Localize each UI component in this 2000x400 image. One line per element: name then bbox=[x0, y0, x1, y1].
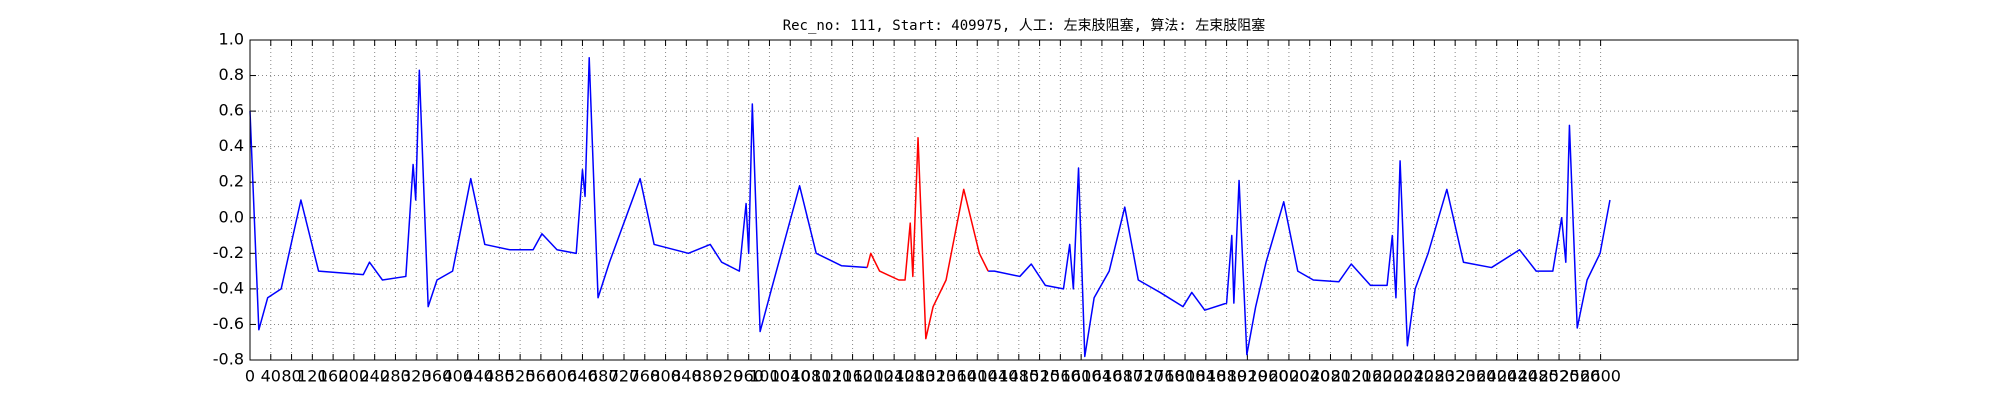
x-tick-label: 200 bbox=[339, 367, 370, 386]
x-tick-label: 2400 bbox=[1476, 367, 1517, 386]
x-tick-label: 160 bbox=[318, 367, 349, 386]
y-tick-label: -0.6 bbox=[213, 314, 244, 333]
x-tick-label: 1240 bbox=[874, 367, 915, 386]
x-tick-label: 840 bbox=[671, 367, 702, 386]
x-tick-label: 880 bbox=[692, 367, 723, 386]
x-tick-label: 1880 bbox=[1206, 367, 1247, 386]
x-tick-label: 2080 bbox=[1310, 367, 1351, 386]
x-tick-label: 2360 bbox=[1456, 367, 1497, 386]
y-tick-label: 0.8 bbox=[219, 65, 244, 84]
x-tick-label: 1680 bbox=[1102, 367, 1143, 386]
x-tick-label: 560 bbox=[526, 367, 557, 386]
x-tick-label: 2200 bbox=[1372, 367, 1413, 386]
x-tick-label: 1800 bbox=[1165, 367, 1206, 386]
x-tick-label: 720 bbox=[609, 367, 640, 386]
x-tick-label: 1280 bbox=[895, 367, 936, 386]
chart-title: Rec_no: 111, Start: 409975, 人工: 左束肢阻塞, 算… bbox=[783, 17, 1266, 34]
x-tick-label: 440 bbox=[463, 367, 494, 386]
x-tick-label: 2600 bbox=[1580, 367, 1621, 386]
x-tick-label: 1600 bbox=[1061, 367, 1102, 386]
x-tick-label: 1400 bbox=[957, 367, 998, 386]
y-tick-label: -0.2 bbox=[213, 243, 244, 262]
x-tick-label: 2520 bbox=[1539, 367, 1580, 386]
x-tick-label: 2160 bbox=[1352, 367, 1393, 386]
x-tick-label: 2320 bbox=[1435, 367, 1476, 386]
x-tick-label: 1480 bbox=[998, 367, 1039, 386]
x-tick-label: 2120 bbox=[1331, 367, 1372, 386]
x-tick-label: 280 bbox=[380, 367, 411, 386]
x-tick-label: 1320 bbox=[915, 367, 956, 386]
x-tick-label: 1160 bbox=[832, 367, 873, 386]
x-tick-label: 1760 bbox=[1144, 367, 1185, 386]
x-tick-label: 1000 bbox=[749, 367, 790, 386]
x-tick-label: 1520 bbox=[1019, 367, 1060, 386]
x-tick-label: 1080 bbox=[791, 367, 832, 386]
y-tick-label: -0.4 bbox=[213, 278, 244, 297]
x-tick-label: 1040 bbox=[770, 367, 811, 386]
x-tick-label: 1440 bbox=[978, 367, 1019, 386]
x-tick-label: 2040 bbox=[1289, 367, 1330, 386]
x-tick-label: 1720 bbox=[1123, 367, 1164, 386]
x-tick-label: 1120 bbox=[811, 367, 852, 386]
x-tick-label: 2280 bbox=[1414, 367, 1455, 386]
x-tick-label: 320 bbox=[401, 367, 432, 386]
x-tick-label: 120 bbox=[297, 367, 328, 386]
x-tick-label: 1560 bbox=[1040, 367, 1081, 386]
x-tick-label: 2560 bbox=[1559, 367, 1600, 386]
x-tick-label: 2000 bbox=[1269, 367, 1310, 386]
x-tick-label: 480 bbox=[484, 367, 515, 386]
series-line bbox=[866, 137, 989, 340]
x-tick-label: 1840 bbox=[1185, 367, 1226, 386]
x-tick-label: 2240 bbox=[1393, 367, 1434, 386]
x-tick-label: 680 bbox=[588, 367, 619, 386]
x-tick-label: 800 bbox=[650, 367, 681, 386]
x-tick-label: 1640 bbox=[1082, 367, 1123, 386]
x-tick-label: 360 bbox=[422, 367, 453, 386]
x-tick-label: 1920 bbox=[1227, 367, 1268, 386]
series-line bbox=[249, 57, 1611, 358]
x-tick-label: 1360 bbox=[936, 367, 977, 386]
y-tick-label: 0.0 bbox=[219, 207, 244, 226]
x-tick-label: 0 bbox=[245, 367, 255, 386]
x-tick-label: 2440 bbox=[1497, 367, 1538, 386]
x-tick-label: 920 bbox=[713, 367, 744, 386]
x-tick-label: 520 bbox=[505, 367, 536, 386]
y-tick-label: 0.6 bbox=[219, 101, 244, 120]
x-tick-label: 600 bbox=[546, 367, 577, 386]
x-tick-label: 760 bbox=[630, 367, 661, 386]
x-tick-label: 80 bbox=[281, 367, 301, 386]
plot-frame bbox=[249, 39, 1799, 361]
x-tick-label: 960 bbox=[733, 367, 764, 386]
x-tick-label: 240 bbox=[359, 367, 390, 386]
x-tick-label: 1200 bbox=[853, 367, 894, 386]
y-tick-label: 1.0 bbox=[219, 30, 244, 49]
y-tick-label: 0.2 bbox=[219, 172, 244, 191]
x-tick-label: 640 bbox=[567, 367, 598, 386]
y-tick-label: 0.4 bbox=[219, 136, 244, 155]
y-tick-label: -0.8 bbox=[213, 350, 244, 369]
x-tick-label: 40 bbox=[261, 367, 281, 386]
x-tick-label: 400 bbox=[443, 367, 474, 386]
x-tick-label: 2480 bbox=[1518, 367, 1559, 386]
x-tick-label: 1960 bbox=[1248, 367, 1289, 386]
